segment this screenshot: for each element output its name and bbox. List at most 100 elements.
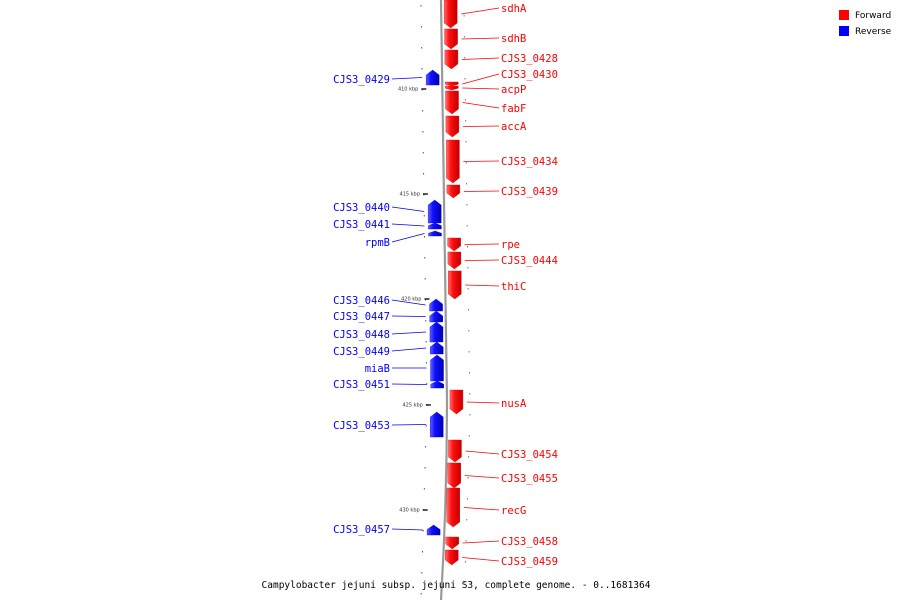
major-tick-label: 410 kbp [398, 87, 418, 93]
gene-arrow-nusa[interactable] [449, 389, 464, 415]
gene-leader-line [391, 331, 427, 335]
legend-forward-swatch [839, 10, 849, 20]
gene-label-cjs3-0454[interactable]: CJS3_0454 [501, 449, 558, 461]
gene-arrow-cjs3-0439[interactable] [446, 184, 461, 199]
gene-arrow-sdha[interactable] [444, 0, 458, 29]
gene-arrow-cjs3-0459[interactable] [445, 549, 459, 566]
gene-leader-line [391, 424, 427, 426]
major-tick-label: 430 kbp [399, 508, 419, 514]
gene-arrow-cjs3-0446[interactable] [429, 298, 443, 312]
gene-leader-line [462, 557, 500, 562]
gene-arrow-thic[interactable] [448, 270, 462, 300]
gene-leader-line [465, 284, 500, 287]
gene-arrow-cjs3-0458[interactable] [445, 536, 459, 550]
gene-leader-line [464, 259, 500, 261]
gene-arrow-acpp[interactable] [445, 85, 459, 91]
gene-label-fabf[interactable]: fabF [501, 103, 526, 115]
gene-label-acpp[interactable]: acpP [501, 84, 526, 96]
gene-leader-line [462, 87, 500, 90]
gene-arrow-cjs3-0449[interactable] [430, 341, 444, 355]
gene-label-cjs3-0457[interactable]: CJS3_0457 [333, 524, 390, 536]
gene-label-cjs3-0455[interactable]: CJS3_0455 [501, 473, 558, 485]
gene-leader-line [462, 125, 500, 127]
gene-arrow-fabf[interactable] [445, 90, 459, 115]
gene-leader-line [461, 7, 500, 15]
gene-label-cjs3-0451[interactable]: CJS3_0451 [333, 379, 390, 391]
gene-arrow-acca[interactable] [445, 115, 460, 138]
gene-arrow-cjs3-0454[interactable] [448, 439, 462, 463]
gene-label-rpmb[interactable]: rpmB [365, 237, 390, 249]
gene-arrow-cjs3-0451[interactable] [430, 380, 444, 389]
gene-leader-line [391, 528, 424, 531]
gene-arrow-cjs3-0434[interactable] [446, 139, 460, 184]
gene-leader-line [464, 475, 500, 479]
gene-leader-line [462, 540, 500, 544]
legend: Forward Reverse [839, 10, 892, 37]
gene-label-cjs3-0447[interactable]: CJS3_0447 [333, 311, 390, 323]
gene-label-cjs3-0430[interactable]: CJS3_0430 [501, 69, 558, 81]
gene-leader-line [391, 299, 426, 306]
gene-leader-line [462, 102, 500, 109]
gene-label-cjs3-0439[interactable]: CJS3_0439 [501, 186, 558, 198]
gene-label-cjs3-0446[interactable]: CJS3_0446 [333, 295, 390, 307]
gene-arrow-cjs3-0455[interactable] [447, 462, 461, 489]
major-tick-label: 425 kbp [402, 403, 422, 409]
gene-leader-line [391, 206, 425, 212]
gene-leader-line [463, 190, 500, 192]
gene-label-thic[interactable]: thiC [501, 281, 526, 293]
gene-label-cjs3-0448[interactable]: CJS3_0448 [333, 329, 390, 341]
gene-leader-line [463, 507, 500, 511]
major-ticks: 410 kbp 415 kbp 420 kbp 425 kbp 430 kbp [398, 87, 431, 514]
legend-reverse-swatch [839, 26, 849, 36]
gene-arrow-cjs3-0453[interactable] [430, 411, 444, 438]
genes-layer: sdhA sdhB CJS3_0428 CJS3_0429 CJS3_0430 acpP f… [333, 0, 558, 568]
major-tick-label: 420 kbp [401, 297, 421, 303]
gene-leader-line [466, 401, 500, 404]
gene-label-recg[interactable]: recG [501, 505, 526, 517]
gene-label-cjs3-0458[interactable]: CJS3_0458 [501, 536, 558, 548]
gene-label-cjs3-0449[interactable]: CJS3_0449 [333, 346, 390, 358]
gene-label-cjs3-0429[interactable]: CJS3_0429 [333, 74, 390, 86]
gene-label-cjs3-0440[interactable]: CJS3_0440 [333, 202, 390, 214]
gene-arrow-cjs3-0430[interactable] [445, 81, 459, 87]
gene-label-rpe[interactable]: rpe [501, 239, 520, 251]
gene-label-cjs3-0459[interactable]: CJS3_0459 [501, 556, 558, 568]
gene-label-nusa[interactable]: nusA [501, 398, 527, 410]
gene-leader-line [463, 160, 500, 162]
gene-arrow-cjs3-0429[interactable] [425, 69, 440, 86]
major-tick-label: 415 kbp [400, 192, 420, 198]
gene-leader-line [462, 73, 500, 85]
gene-label-cjs3-0428[interactable]: CJS3_0428 [501, 53, 558, 65]
gene-label-cjs3-0434[interactable]: CJS3_0434 [501, 156, 558, 168]
gene-leader-line [391, 347, 427, 352]
gene-arrow-rpe[interactable] [447, 237, 461, 252]
gene-arrow-cjs3-0428[interactable] [444, 49, 459, 70]
gene-leader-line [461, 37, 500, 40]
gene-arrow-cjs3-0448[interactable] [429, 321, 444, 343]
gene-arrow-cjs3-0444[interactable] [447, 251, 462, 270]
genome-backbone [439, 0, 449, 600]
gene-label-cjs3-0444[interactable]: CJS3_0444 [501, 255, 558, 267]
gene-label-acca[interactable]: accA [501, 121, 527, 133]
gene-arrow-cjs3-0440[interactable] [427, 199, 442, 224]
gene-arrow-cjs3-0441[interactable] [428, 222, 442, 230]
gene-label-sdha[interactable]: sdhA [501, 3, 527, 15]
legend-forward-label: Forward [855, 11, 891, 21]
gene-label-cjs3-0441[interactable]: CJS3_0441 [333, 219, 390, 231]
legend-reverse-label: Reverse [855, 27, 892, 37]
gene-arrow-rpmb[interactable] [428, 230, 442, 237]
gene-leader-line [391, 315, 426, 317]
gene-leader-line [391, 383, 427, 385]
gene-label-sdhb[interactable]: sdhB [501, 33, 526, 45]
genome-caption: Campylobacter jejuni subsp. jejuni S3, c… [262, 580, 651, 591]
gene-arrow-recg[interactable] [446, 487, 460, 528]
gene-leader-line [391, 223, 425, 227]
gene-label-miab[interactable]: miaB [365, 363, 390, 375]
gene-arrow-cjs3-0457[interactable] [426, 524, 441, 536]
gene-label-cjs3-0453[interactable]: CJS3_0453 [333, 420, 390, 432]
gene-arrow-miab[interactable] [430, 354, 444, 382]
gene-arrow-sdhb[interactable] [444, 28, 458, 50]
gene-leader-line [391, 233, 425, 243]
gene-arrow-cjs3-0447[interactable] [429, 310, 443, 323]
